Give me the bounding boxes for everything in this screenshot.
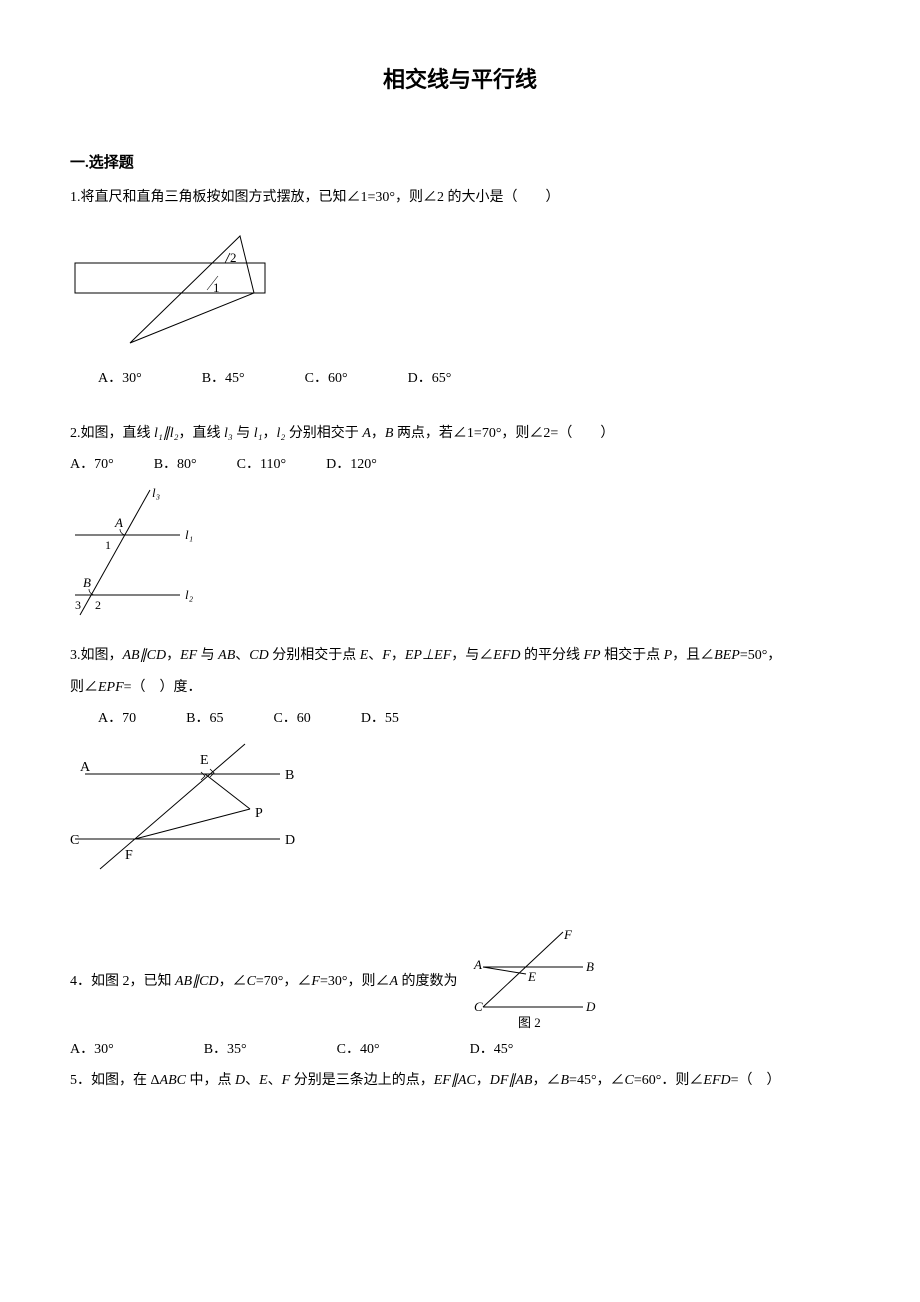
svg-text:D: D bbox=[585, 999, 596, 1014]
q3-opt-c: C．60 bbox=[273, 706, 310, 731]
section-heading: 一.选择题 bbox=[70, 150, 850, 177]
svg-text:2: 2 bbox=[95, 598, 101, 612]
q2-opt-a: A．70° bbox=[70, 452, 114, 477]
svg-text:P: P bbox=[255, 806, 263, 821]
svg-text:F: F bbox=[563, 927, 573, 942]
svg-text:D: D bbox=[285, 833, 295, 848]
q2-opt-b: B．80° bbox=[154, 452, 197, 477]
q3-figure: A B C D E F P bbox=[70, 739, 850, 879]
svg-text:图 2: 图 2 bbox=[518, 1015, 541, 1030]
q2-options: A．70° B．80° C．110° D．120° bbox=[70, 452, 850, 477]
svg-text:A: A bbox=[114, 515, 123, 530]
question-3-line2: 则∠EPF=（ ）度． bbox=[70, 675, 850, 700]
q2-opt-d: D．120° bbox=[326, 452, 377, 477]
q3-opt-b: B．65 bbox=[186, 706, 223, 731]
svg-text:E: E bbox=[527, 969, 536, 984]
svg-text:B: B bbox=[586, 959, 594, 974]
q3-opt-d: D．55 bbox=[361, 706, 399, 731]
q3-opt-a: A．70 bbox=[98, 706, 136, 731]
q4-opt-d: D．45° bbox=[470, 1037, 514, 1062]
svg-text:B: B bbox=[285, 768, 294, 783]
svg-text:E: E bbox=[200, 753, 209, 768]
question-5: 5．如图，在 ΔABC 中，点 D、E、F 分别是三条边上的点，EF∥AC，DF… bbox=[70, 1068, 850, 1093]
q4-opt-a: A．30° bbox=[70, 1037, 114, 1062]
q4-figure: A B C D E F 图 2 bbox=[458, 927, 608, 1037]
question-4: 4．如图 2，已知 AB∥CD，∠C=70°，∠F=30°，则∠A 的度数为 A… bbox=[70, 927, 850, 1037]
question-1: 1.将直尺和直角三角板按如图方式摆放，已知∠1=30°，则∠2 的大小是（ ） bbox=[70, 185, 850, 210]
svg-text:F: F bbox=[125, 848, 133, 863]
q2-opt-c: C．110° bbox=[237, 452, 286, 477]
q1-figure: 2 1 bbox=[70, 218, 850, 348]
question-2: 2.如图，直线 l₁∥l₂，直线 l₃ 与 l₁，l₂ 分别相交于 A，B 两点… bbox=[70, 421, 850, 446]
svg-text:3: 3 bbox=[75, 598, 81, 612]
svg-text:1: 1 bbox=[105, 538, 111, 552]
q2-figure: l₃ l₁ l₂ A 1 B 3 2 bbox=[70, 485, 850, 625]
svg-text:C: C bbox=[70, 833, 79, 848]
question-3: 3.如图，AB∥CD，EF 与 AB、CD 分别相交于点 E、F，EP⊥EF，与… bbox=[70, 643, 850, 668]
svg-text:A: A bbox=[80, 760, 91, 775]
q1-opt-c: C．60° bbox=[305, 366, 348, 391]
q1-opt-b: B．45° bbox=[202, 366, 245, 391]
svg-text:B: B bbox=[83, 575, 91, 590]
svg-text:C: C bbox=[474, 999, 483, 1014]
page-title: 相交线与平行线 bbox=[70, 60, 850, 100]
q4-opt-c: C．40° bbox=[337, 1037, 380, 1062]
svg-text:1: 1 bbox=[213, 280, 220, 295]
q1-options: A．30° B．45° C．60° D．65° bbox=[70, 366, 850, 391]
q4-opt-b: B．35° bbox=[204, 1037, 247, 1062]
q3-options: A．70 B．65 C．60 D．55 bbox=[70, 706, 850, 731]
q1-opt-a: A．30° bbox=[98, 366, 142, 391]
q4-options: A．30° B．35° C．40° D．45° bbox=[70, 1037, 850, 1062]
svg-text:l₃: l₃ bbox=[152, 485, 160, 500]
svg-text:2: 2 bbox=[230, 250, 237, 265]
q1-opt-d: D．65° bbox=[408, 366, 452, 391]
svg-text:l₁: l₁ bbox=[185, 527, 193, 542]
svg-text:l₂: l₂ bbox=[185, 587, 194, 602]
svg-text:A: A bbox=[473, 957, 482, 972]
